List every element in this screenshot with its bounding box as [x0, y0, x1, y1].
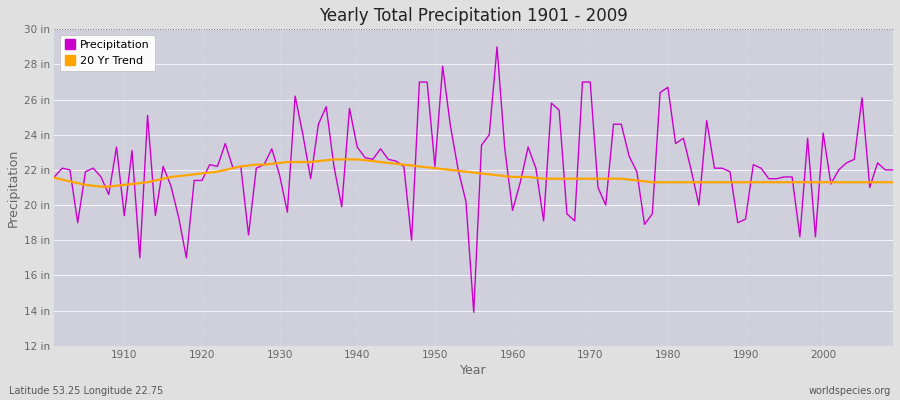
Text: worldspecies.org: worldspecies.org: [809, 386, 891, 396]
Legend: Precipitation, 20 Yr Trend: Precipitation, 20 Yr Trend: [60, 35, 156, 72]
Title: Yearly Total Precipitation 1901 - 2009: Yearly Total Precipitation 1901 - 2009: [320, 7, 628, 25]
Y-axis label: Precipitation: Precipitation: [7, 148, 20, 227]
Text: Latitude 53.25 Longitude 22.75: Latitude 53.25 Longitude 22.75: [9, 386, 163, 396]
X-axis label: Year: Year: [461, 364, 487, 377]
